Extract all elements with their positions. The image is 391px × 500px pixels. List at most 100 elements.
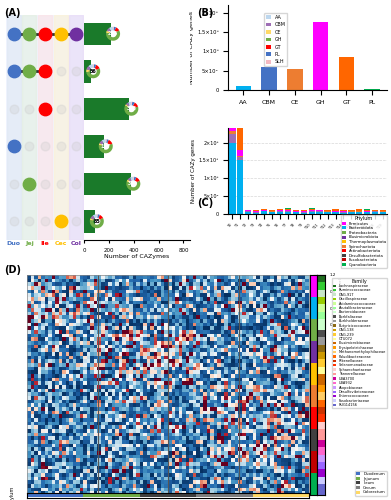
- Point: [26, 30, 32, 38]
- Wedge shape: [130, 176, 133, 180]
- Wedge shape: [107, 28, 111, 32]
- Point: [73, 180, 79, 188]
- Bar: [269, 212, 275, 214]
- Bar: [285, 208, 291, 210]
- Bar: [340, 210, 347, 211]
- Wedge shape: [113, 26, 114, 30]
- Wedge shape: [106, 30, 120, 41]
- Bar: [372, 212, 378, 214]
- Point: [26, 180, 32, 188]
- Bar: [277, 210, 283, 211]
- Bar: [356, 210, 362, 212]
- Text: (B): (B): [197, 8, 214, 18]
- Bar: [269, 210, 275, 211]
- Y-axis label: Log+(coding number): Log+(coding number): [339, 278, 343, 322]
- Point: [57, 30, 64, 38]
- Point: [42, 217, 48, 225]
- Point: [11, 142, 17, 150]
- Bar: [301, 210, 307, 211]
- Wedge shape: [106, 31, 110, 34]
- Point: [42, 67, 48, 75]
- Bar: [364, 212, 370, 214]
- Wedge shape: [127, 180, 131, 182]
- Bar: [253, 210, 259, 211]
- Bar: [237, 150, 244, 156]
- Bar: [229, 134, 235, 142]
- Bar: [364, 211, 370, 212]
- Bar: [84, 98, 129, 120]
- Bar: [7, 15, 21, 240]
- Point: [11, 30, 17, 38]
- Bar: [229, 110, 235, 131]
- Point: [26, 67, 32, 75]
- Text: 216: 216: [108, 32, 118, 36]
- Point: [26, 217, 32, 225]
- Bar: [308, 208, 315, 210]
- Wedge shape: [86, 70, 90, 72]
- Text: (D): (D): [4, 265, 21, 275]
- Wedge shape: [126, 181, 140, 191]
- Bar: [69, 15, 83, 240]
- Bar: [237, 122, 244, 150]
- Legend: Firmicutes, Bacteroidota, Proteobacteria, Elusimicrobiota, Thermoplasmatota, Spi: Firmicutes, Bacteroidota, Proteobacteria…: [341, 215, 387, 268]
- Wedge shape: [86, 66, 91, 70]
- Bar: [84, 135, 104, 158]
- Wedge shape: [126, 102, 130, 106]
- Bar: [261, 211, 267, 214]
- Wedge shape: [99, 144, 113, 154]
- Wedge shape: [106, 140, 109, 143]
- Y-axis label: Number of CAZy genes: Number of CAZy genes: [189, 11, 194, 84]
- Wedge shape: [113, 27, 116, 30]
- Wedge shape: [93, 64, 94, 68]
- Bar: [348, 212, 355, 214]
- Point: [11, 217, 17, 225]
- Point: [42, 105, 48, 113]
- Text: 363: 363: [126, 106, 136, 112]
- Bar: [253, 212, 259, 214]
- Bar: [229, 131, 235, 134]
- Bar: [287, 69, 303, 90]
- Bar: [262, 67, 277, 90]
- Bar: [277, 212, 283, 214]
- Text: (C): (C): [197, 198, 214, 207]
- Wedge shape: [109, 26, 113, 31]
- Bar: [38, 15, 52, 240]
- Point: [11, 67, 17, 75]
- Wedge shape: [124, 106, 138, 116]
- Bar: [229, 78, 235, 110]
- Bar: [364, 89, 380, 90]
- Bar: [316, 211, 323, 212]
- Bar: [380, 211, 386, 212]
- Bar: [285, 212, 291, 214]
- Bar: [22, 15, 36, 240]
- Point: [73, 67, 79, 75]
- Bar: [332, 210, 339, 212]
- Wedge shape: [90, 218, 93, 221]
- Legend: AA, CBM, CE, GH, GT, PL, SLH: AA, CBM, CE, GH, GT, PL, SLH: [264, 13, 287, 66]
- Wedge shape: [128, 102, 131, 105]
- Bar: [229, 77, 235, 78]
- Point: [26, 105, 32, 113]
- Point: [57, 180, 64, 188]
- Wedge shape: [90, 216, 95, 220]
- Bar: [84, 210, 95, 233]
- Point: [57, 217, 64, 225]
- Wedge shape: [132, 102, 135, 106]
- Point: [42, 142, 48, 150]
- Wedge shape: [97, 214, 98, 218]
- Text: 85: 85: [93, 219, 100, 224]
- Text: 379: 379: [128, 181, 138, 186]
- Bar: [245, 212, 251, 214]
- Bar: [301, 211, 307, 212]
- Wedge shape: [86, 68, 100, 78]
- Point: [42, 180, 48, 188]
- Bar: [356, 209, 362, 210]
- Bar: [308, 212, 315, 214]
- Point: [73, 105, 79, 113]
- Bar: [253, 211, 259, 212]
- Wedge shape: [131, 102, 132, 105]
- Bar: [301, 212, 307, 214]
- Point: [11, 180, 17, 188]
- Bar: [245, 210, 251, 211]
- Y-axis label: Number of CAZy genes: Number of CAZy genes: [191, 139, 196, 203]
